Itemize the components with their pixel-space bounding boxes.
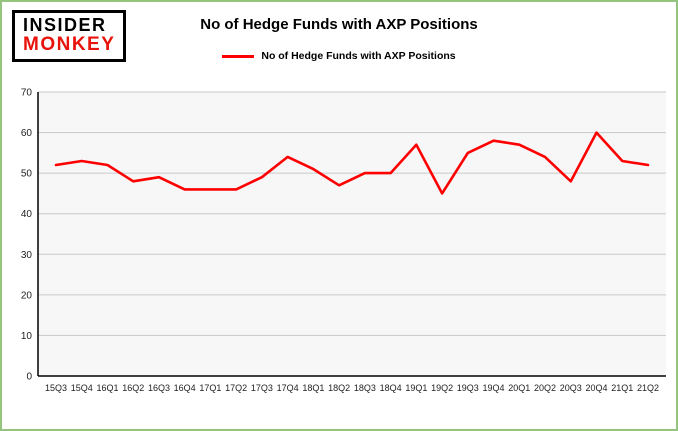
x-tick-label: 17Q1 [199,383,221,393]
x-tick-label: 16Q2 [122,383,144,393]
x-tick-label: 19Q4 [483,383,505,393]
x-tick-label: 20Q2 [534,383,556,393]
x-tick-label: 18Q1 [302,383,324,393]
x-tick-label: 18Q4 [380,383,402,393]
x-tick-label: 16Q3 [148,383,170,393]
x-tick-label: 16Q1 [96,383,118,393]
y-tick-label: 50 [21,169,33,180]
x-tick-label: 20Q3 [560,383,582,393]
x-tick-label: 17Q2 [225,383,247,393]
x-tick-label: 20Q4 [586,383,608,393]
x-tick-label: 15Q4 [71,383,93,393]
y-tick-label: 10 [21,331,33,342]
plot-area: 0 10 20 30 40 50 60 70 15Q3 15Q4 16Q1 16Q2 16Q3 16Q4 1… [2,80,676,429]
chart-title: No of Hedge Funds with AXP Positions [200,16,478,33]
legend-label: No of Hedge Funds with AXP Positions [261,50,456,62]
logo-line1: INSIDER [23,15,107,35]
x-tick-label: 18Q2 [328,383,350,393]
x-tick-label: 21Q1 [611,383,633,393]
x-tick-label: 19Q2 [431,383,453,393]
logo-line2: MONKEY [23,33,116,55]
legend-line-swatch [222,54,255,58]
insider-monkey-logo: INSIDER MONKEY [12,10,127,62]
y-tick-label: 70 [21,88,33,99]
data-line [54,131,650,195]
x-tick-label: 21Q2 [637,383,659,393]
x-tick-label: 19Q1 [405,383,427,393]
y-tick-label: 0 [26,372,32,383]
plot-background [38,92,666,376]
legend: No of Hedge Funds with AXP Positions [2,50,676,62]
x-tick-label: 18Q3 [354,383,376,393]
y-tick-label: 60 [21,128,33,139]
x-tick-label: 17Q4 [277,383,299,393]
x-tick-label: 20Q1 [508,383,530,393]
x-tick-label: 16Q4 [174,383,196,393]
x-tick-label: 17Q3 [251,383,273,393]
y-tick-label: 30 [21,250,33,261]
x-tick-label: 15Q3 [45,383,67,393]
y-tick-label: 20 [21,290,33,301]
x-tick-label: 19Q3 [457,383,479,393]
y-tick-label: 40 [21,209,33,220]
